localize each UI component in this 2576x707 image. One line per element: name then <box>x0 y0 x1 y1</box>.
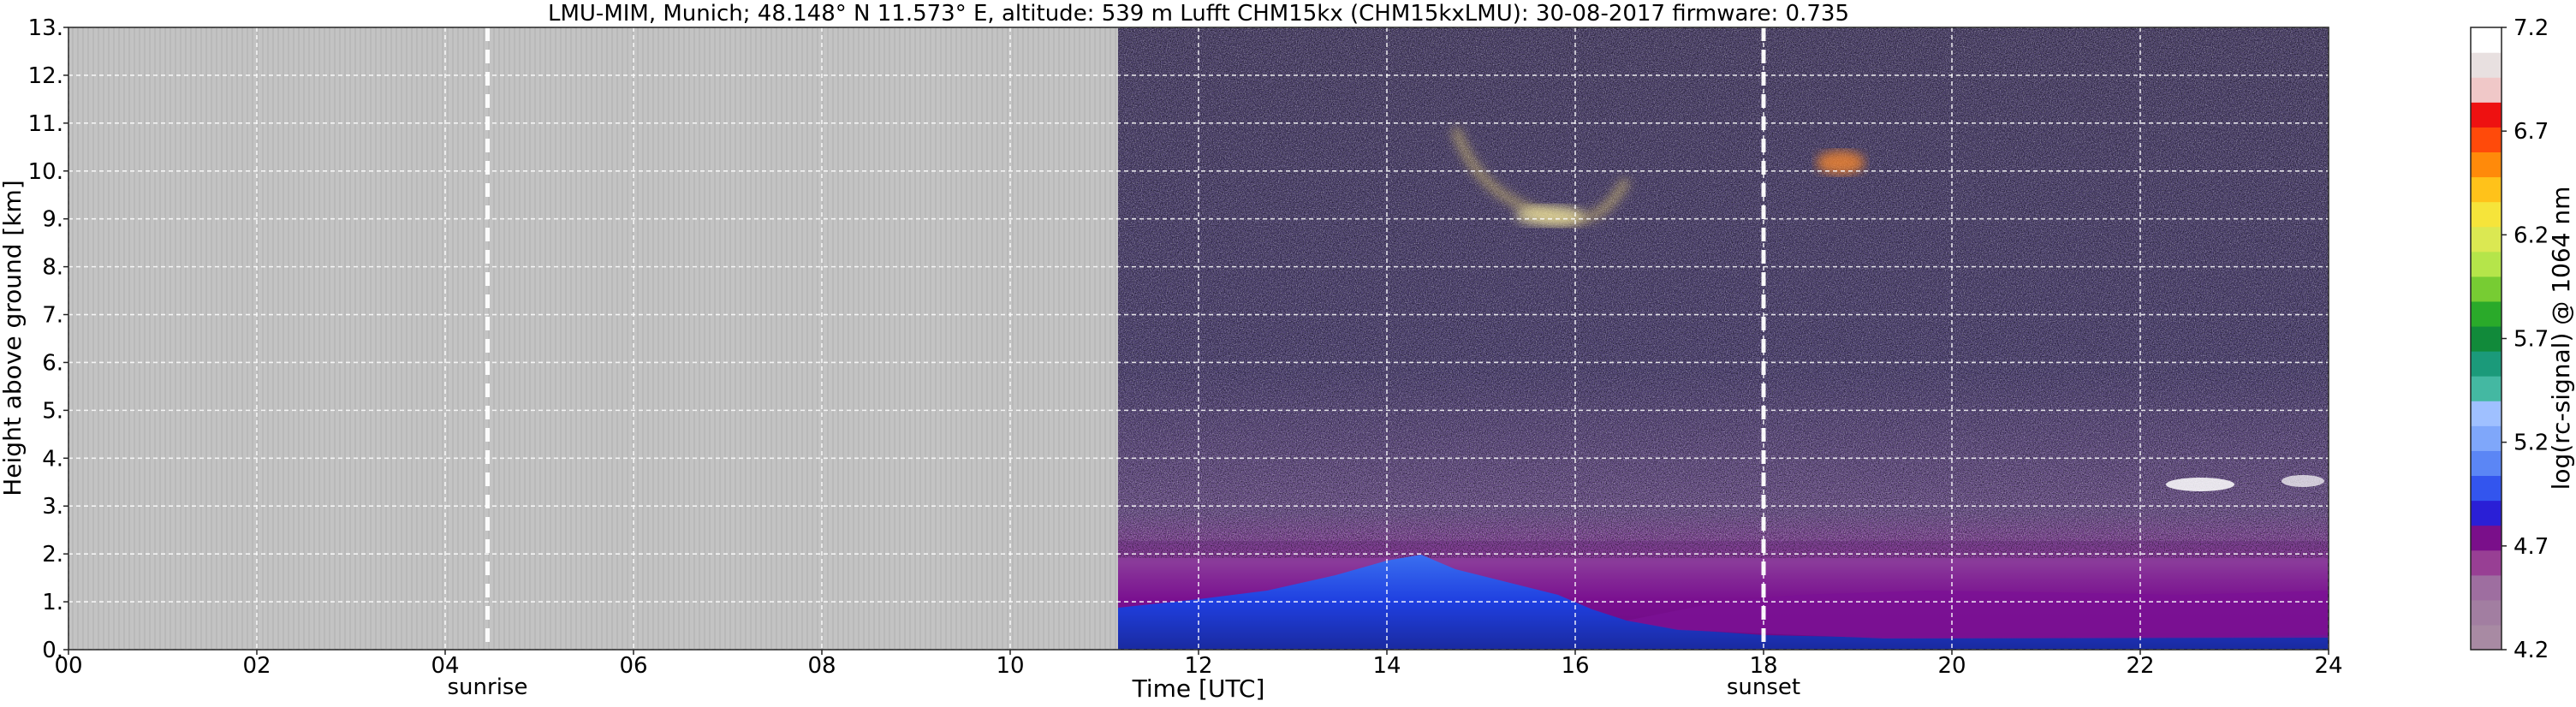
y-tick-label: 8. <box>42 255 63 281</box>
x-tick-label: 04 <box>431 653 459 679</box>
x-tick-label: 14 <box>1372 653 1401 679</box>
colorbar-segment <box>2471 425 2502 451</box>
x-tick-label: 16 <box>1561 653 1589 679</box>
gridlines <box>68 27 2329 650</box>
colorbar-segment <box>2471 450 2502 477</box>
colorbar-segment <box>2471 550 2502 576</box>
y-tick-label: 6. <box>42 350 63 376</box>
colorbar-tick-label: 4.7 <box>2514 534 2549 560</box>
y-tick-label: 1. <box>42 590 63 615</box>
low-cloud-night <box>2166 478 2234 491</box>
y-tick-label: 10. <box>28 159 63 185</box>
cloud-evening <box>1817 151 1865 175</box>
colorbar-segment <box>2471 351 2502 377</box>
colorbar-tick-labels: 4.2 4.7 5.2 5.7 6.2 6.7 7.2 <box>2502 15 2549 663</box>
y-tick-label: 5. <box>42 398 63 424</box>
colorbar-segment <box>2471 624 2502 651</box>
colorbar-segment <box>2471 201 2502 228</box>
colorbar-segment <box>2471 300 2502 327</box>
plot-area <box>68 27 2329 650</box>
residual-layer <box>1627 591 2329 639</box>
colorbar-segment <box>2471 77 2502 103</box>
low-cloud-night-2 <box>2282 475 2324 487</box>
x-tick-label: 00 <box>54 653 82 679</box>
colorbar-segment <box>2471 574 2502 601</box>
colorbar-label: log(rc-signal) @ 1064 nm <box>2547 187 2575 490</box>
annotation-labels: sunrise sunset <box>448 674 1801 700</box>
colorbar-segment <box>2471 325 2502 352</box>
colorbar-segment <box>2471 500 2502 526</box>
colorbar-segment <box>2471 176 2502 203</box>
y-tick-labels: 0. 1. 2. 3. 4. 5. 6. 7. 8. 9. 10. 11. 12. 13. <box>28 15 68 663</box>
colorbar-segment <box>2471 52 2502 78</box>
y-tick-label: 13. <box>28 15 63 41</box>
x-tick-label: 12 <box>1184 653 1212 679</box>
y-tick-label: 7. <box>42 303 63 329</box>
colorbar-segment <box>2471 251 2502 277</box>
colorbar-segment <box>2471 226 2502 253</box>
x-tick-label: 10 <box>996 653 1024 679</box>
x-axis-label: Time [UTC] <box>1132 674 1265 703</box>
colorbar-tick-label: 6.2 <box>2514 223 2549 248</box>
y-axis-label: Height above ground [km] <box>0 180 27 496</box>
y-tick-label: 9. <box>42 207 63 233</box>
colorbar-segment <box>2471 401 2502 426</box>
sunrise-label: sunrise <box>448 674 528 700</box>
colorbar-segment <box>2471 276 2502 302</box>
colorbar-segment <box>2471 376 2502 401</box>
sunset-label: sunset <box>1727 674 1800 700</box>
colorbar-tick-label: 7.2 <box>2514 15 2549 41</box>
cloud-core <box>1515 205 1584 226</box>
y-tick-label: 3. <box>42 494 63 520</box>
colorbar-tick-label: 6.7 <box>2514 119 2549 145</box>
y-tick-label: 12. <box>28 63 63 89</box>
x-tick-label: 22 <box>2126 653 2154 679</box>
x-tick-label: 24 <box>2314 653 2342 679</box>
x-tick-label: 18 <box>1749 653 1777 679</box>
colorbar-tick-label: 5.7 <box>2514 327 2549 353</box>
colorbar-segment <box>2471 102 2502 128</box>
boundary-layer <box>1118 555 2329 650</box>
colorbar-segment <box>2471 475 2502 502</box>
x-tick-labels: 00 02 04 06 08 10 12 14 16 18 20 22 24 <box>54 650 2343 679</box>
x-tick-label: 02 <box>242 653 271 679</box>
y-tick-label: 4. <box>42 446 63 472</box>
y-tick-label: 2. <box>42 542 63 567</box>
colorbar-segment <box>2471 152 2502 178</box>
colorbar-tick-label: 4.2 <box>2514 638 2549 663</box>
colorbar-segment <box>2471 127 2502 152</box>
sun-markers <box>485 27 1766 650</box>
colorbar-segment <box>2471 599 2502 626</box>
colorbar-segment <box>2471 27 2502 53</box>
no-data-region <box>68 27 1118 650</box>
colorbar-tick-label: 5.2 <box>2514 431 2549 456</box>
x-tick-label: 20 <box>1937 653 1966 679</box>
chart-title: LMU-MIM, Munich; 48.148° N 11.573° E, al… <box>548 1 1849 27</box>
y-tick-label: 11. <box>28 111 63 137</box>
y-tick-label: 0. <box>42 638 63 663</box>
x-tick-label: 06 <box>619 653 647 679</box>
colorbar-segment <box>2471 525 2502 551</box>
colorbar <box>2471 27 2502 651</box>
x-tick-label: 08 <box>807 653 836 679</box>
backscatter-region <box>1118 27 2329 650</box>
